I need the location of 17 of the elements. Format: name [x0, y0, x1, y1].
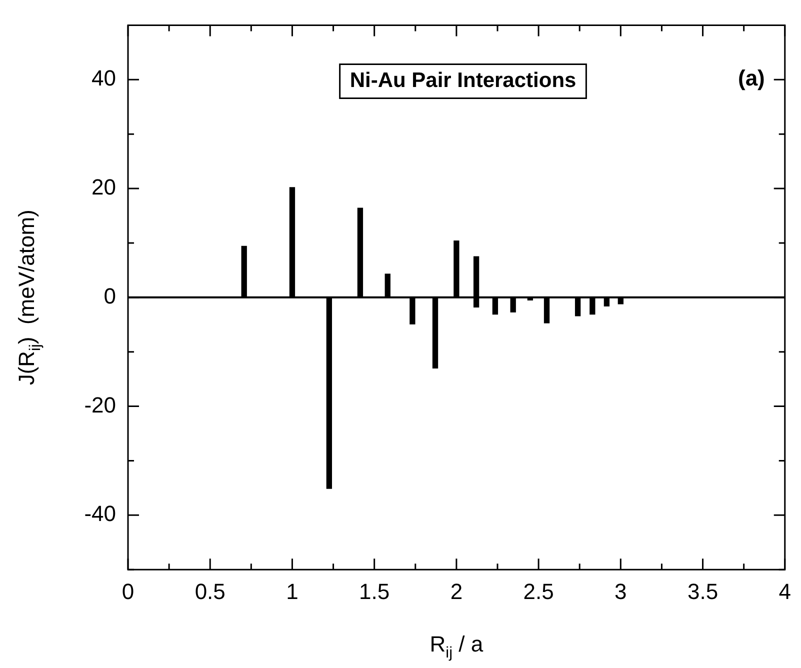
x-tick-label: 2.5 [523, 578, 554, 604]
annotation: (a) [738, 65, 765, 90]
x-tick-label: 4 [778, 578, 792, 604]
x-tick-label: 1 [286, 578, 298, 604]
x-tick-label: 2 [450, 578, 463, 604]
y-axis-title: J(Rij) (meV/atom) [14, 210, 44, 386]
text: Ni-Au Pair Interactions [350, 68, 576, 92]
y-tick-label: 0 [104, 283, 116, 308]
x-tick-label: 1.5 [359, 578, 390, 604]
y-tick-label: -40 [84, 501, 116, 526]
y-tick-label: -20 [84, 392, 116, 418]
x-tick-label: 3.5 [687, 578, 718, 604]
y-tick-label: 40 [92, 66, 116, 91]
y-tick-label: 20 [92, 174, 116, 200]
x-tick-label: 3 [614, 578, 627, 604]
x-tick-label: 0 [122, 578, 134, 604]
x-tick-label: 0.5 [194, 578, 226, 604]
